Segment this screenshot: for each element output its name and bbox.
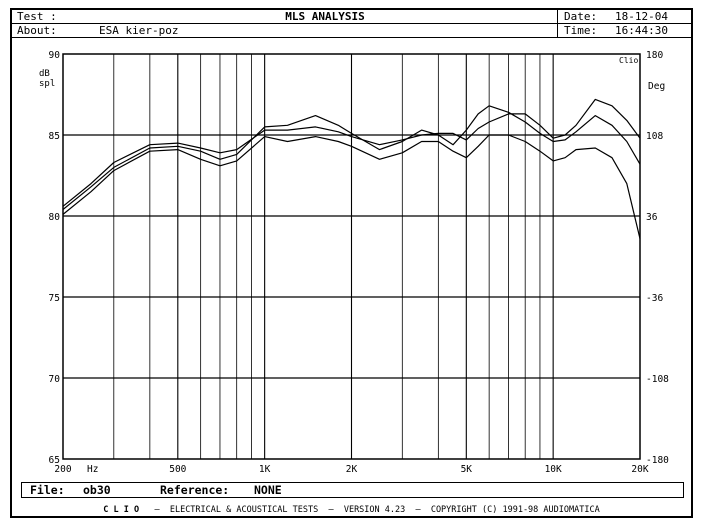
file-value: ob30 (83, 483, 111, 497)
y2-tick-label: -108 (646, 374, 669, 385)
y2-axis-label: Deg (648, 81, 665, 92)
y2-tick-label: 36 (646, 212, 658, 223)
y2-tick-label: -36 (646, 293, 663, 304)
reference-label: Reference: (160, 483, 230, 497)
y-tick-label: 85 (49, 131, 60, 142)
x-tick-label: 1K (259, 464, 271, 475)
y-tick-label: 75 (49, 293, 60, 304)
response-curve-1 (62, 98, 641, 207)
date-value: 18-12-04 (615, 10, 668, 23)
header-separator (557, 8, 558, 38)
response-curve-3 (62, 134, 641, 239)
y-tick-label: 90 (49, 50, 61, 61)
header-divider (10, 23, 693, 24)
y2-tick-label: -180 (646, 455, 669, 466)
time-value: 16:44:30 (615, 24, 668, 37)
x-tick-label: 10K (545, 464, 562, 475)
time-label: Time: (564, 24, 598, 37)
reference-value: NONE (254, 483, 282, 497)
copyright-footer: C L I O – ELECTRICAL & ACOUSTICAL TESTS … (12, 504, 691, 516)
x-tick-label: 5K (461, 464, 473, 475)
file-label: File: (30, 483, 65, 497)
x-tick-label: 200 (54, 464, 71, 475)
about-value: ESA kier-poz (99, 24, 179, 37)
footer-text: – ELECTRICAL & ACOUSTICAL TESTS – VERSIO… (154, 505, 600, 515)
x-tick-label: 20K (631, 464, 648, 475)
analysis-title: MLS ANALYSIS (285, 10, 365, 23)
y-tick-label: 70 (49, 374, 61, 385)
clio-brand: C L I O (103, 505, 140, 515)
test-label: Test : (17, 10, 57, 23)
y-tick-label: 65 (49, 455, 60, 466)
clio-corner-label: Clio (619, 56, 638, 65)
y-axis-label: dB (39, 69, 50, 79)
y-axis-label-unit: spl (39, 79, 55, 89)
date-label: Date: (564, 10, 598, 23)
y-tick-label: 80 (49, 212, 61, 223)
x-tick-label: 500 (169, 464, 186, 475)
y2-tick-label: 180 (646, 50, 663, 61)
file-bar (21, 482, 684, 498)
response-curve-2 (62, 105, 641, 210)
clio-window-frame (10, 8, 693, 518)
x-axis-unit-label: Hz (87, 464, 98, 475)
about-label: About: (17, 24, 57, 37)
y2-tick-label: 108 (646, 131, 663, 142)
x-tick-label: 2K (346, 464, 358, 475)
header-bottom-line (10, 37, 693, 38)
